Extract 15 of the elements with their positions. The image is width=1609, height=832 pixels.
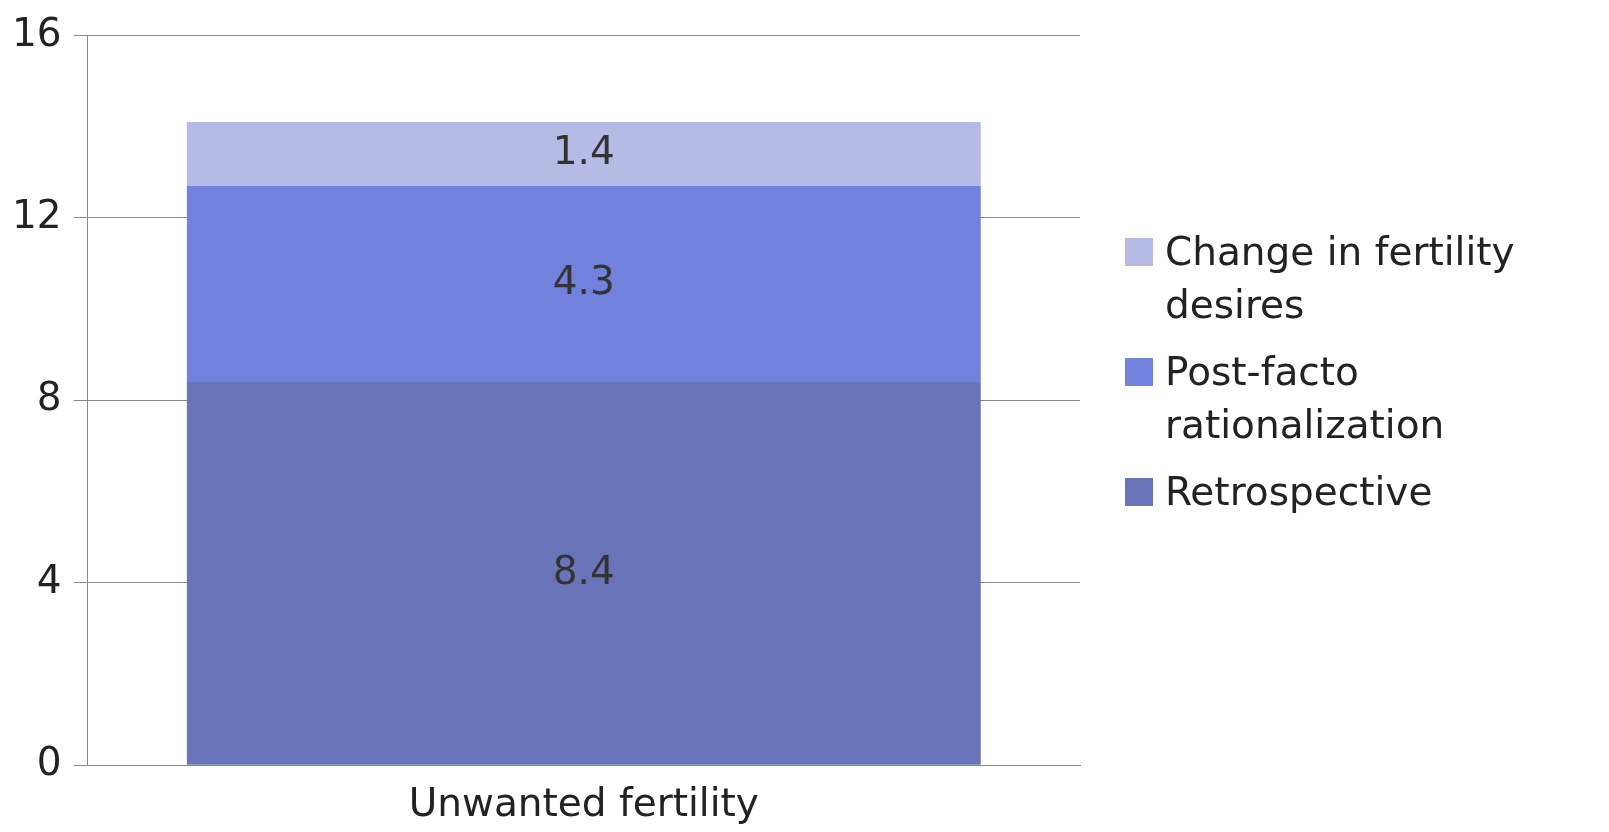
data-label: 4.3 [552,258,615,304]
data-label: 8.4 [552,547,615,593]
legend-label: Retrospective [1165,468,1433,516]
bar [186,382,981,765]
y-tick-label: 8 [36,374,62,420]
x-tick-label: Unwanted fertility [408,779,759,825]
y-tick-label: 0 [36,739,62,785]
y-tick-label: 16 [11,9,62,55]
data-label: 1.4 [552,128,615,174]
bar [186,185,981,383]
y-tick-label: 4 [36,556,62,602]
legend-label: Post-facto rationalization [1165,348,1446,449]
y-tick-label: 12 [11,191,62,237]
legend-label: Change in fertility desires [1165,228,1516,329]
bar [186,122,981,186]
